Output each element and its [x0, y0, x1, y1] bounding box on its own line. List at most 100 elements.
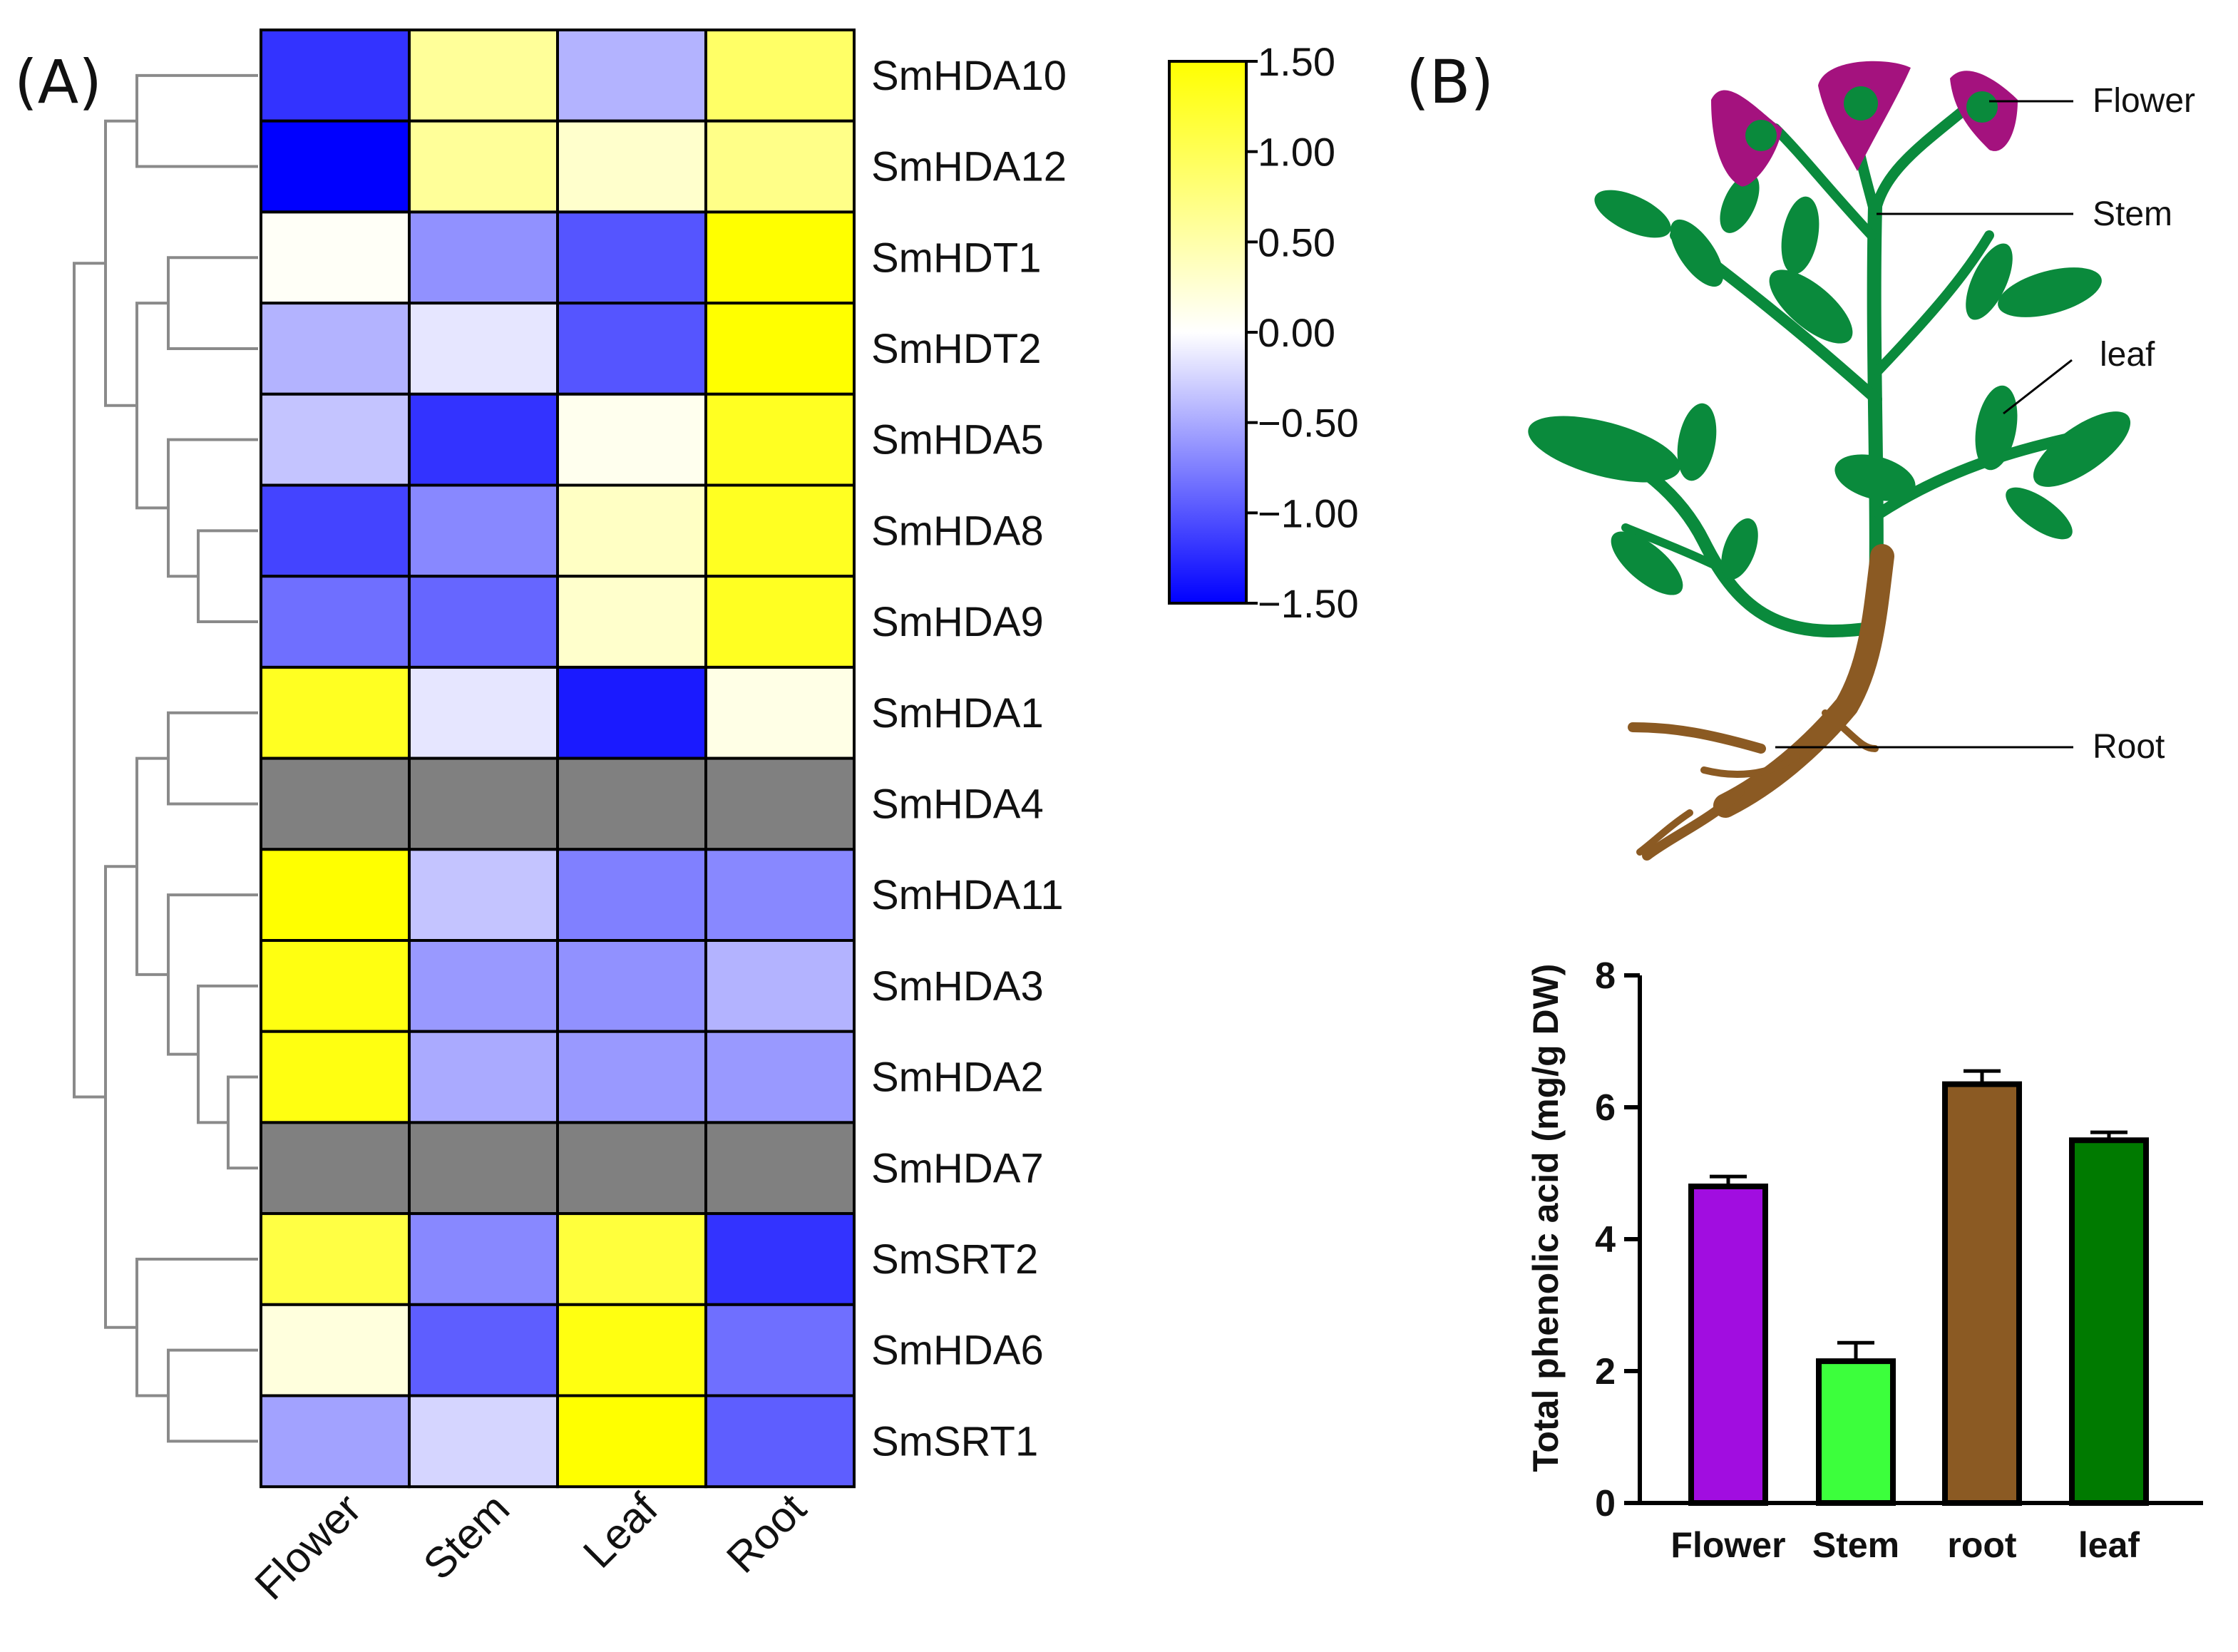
- panel-a-label: (A): [14, 47, 103, 117]
- heatmap-cell: [408, 119, 559, 214]
- heatmap-col-label: Root: [717, 1484, 815, 1582]
- heatmap-row-label: SmHDA5: [871, 417, 1044, 463]
- heatmap-cell: [556, 665, 707, 760]
- heatmap-cell: [408, 210, 559, 305]
- dendrogram-branch: [104, 119, 137, 407]
- heatmap-row-label: SmHDA6: [871, 1328, 1044, 1374]
- heatmap-cell: [704, 939, 856, 1033]
- heatmap-cell: [408, 1121, 559, 1216]
- heatmap-cell: [556, 483, 707, 578]
- heatmap-cell: [408, 1303, 559, 1397]
- heatmap-cell: [260, 1121, 411, 1216]
- heatmap-cell: [704, 575, 856, 669]
- heatmap-cell: [408, 756, 559, 851]
- panel-b-label: (B): [1406, 47, 1494, 117]
- plant-label-flower: Flower: [2093, 82, 2196, 120]
- heatmap-cell: [556, 119, 707, 214]
- dendrogram-branch: [167, 256, 258, 350]
- heatmap-row-label: SmHDA2: [871, 1055, 1044, 1101]
- heatmap-cell: [556, 848, 707, 943]
- heatmap-row-label: SmHDA7: [871, 1145, 1044, 1191]
- heatmap-cell: [260, 119, 411, 214]
- bar-y-tick-label: 2: [1595, 1351, 1616, 1392]
- heatmap-cell: [704, 392, 856, 487]
- heatmap-col-label: Flower: [246, 1484, 371, 1609]
- dendrogram-branch: [73, 262, 106, 1099]
- heatmap-cell: [408, 1212, 559, 1306]
- heatmap-cell: [260, 392, 411, 487]
- plant-label-root: Root: [2093, 728, 2165, 766]
- heatmap-cell: [408, 1030, 559, 1124]
- heatmap-cell: [260, 848, 411, 943]
- heatmap-cell: [704, 1030, 856, 1124]
- bar: [2069, 1137, 2149, 1506]
- colorbar-tick-label: −0.50: [1258, 401, 1359, 446]
- heatmap-row-label: SmHDT1: [871, 235, 1041, 281]
- dendrogram-branch: [167, 438, 258, 578]
- heatmap-panel: SmHDA10 SmHDA12 SmHDT1 SmHDT2 SmHDA5 SmHDA8 Sm…: [246, 29, 1067, 1609]
- heatmap-cell: [408, 392, 559, 487]
- heatmap-cell: [704, 848, 856, 943]
- bar-y-tick-label: 0: [1595, 1483, 1616, 1524]
- heatmap-cell: [556, 1303, 707, 1397]
- bar-chart-panel: 0 2 4 6 8 Total phenolic acid (mg/g DW) Flower…: [1526, 955, 2203, 1565]
- bar-x-tick-label: Flower: [1670, 1525, 1785, 1565]
- heatmap-row-label: SmHDA1: [871, 690, 1044, 737]
- heatmap-row-label: SmHDA9: [871, 599, 1044, 645]
- plant-flowers: [1711, 61, 2018, 187]
- heatmap-row-label: SmHDA8: [871, 508, 1044, 554]
- dendrogram-branch: [167, 1348, 258, 1443]
- plant-label-leaf: leaf: [2100, 336, 2155, 374]
- heatmap-cell: [408, 302, 559, 396]
- heatmap-cell: [260, 939, 411, 1033]
- plant-root: [1628, 544, 1894, 861]
- heatmap-cell: [704, 210, 856, 305]
- heatmap-cell: [556, 575, 707, 669]
- dendrogram-branch: [227, 1075, 258, 1170]
- dendrogram-branch: [135, 1257, 258, 1397]
- heatmap-cell: [260, 29, 411, 123]
- heatmap-cell: [704, 1303, 856, 1397]
- heatmap-cell: [260, 1303, 411, 1397]
- heatmap-cell: [704, 1212, 856, 1306]
- heatmap-cell: [408, 575, 559, 669]
- heatmap-cell: [556, 210, 707, 305]
- dendrogram-branch: [167, 893, 258, 1056]
- heatmap-cell: [556, 939, 707, 1033]
- heatmap-col-label: Stem: [414, 1484, 518, 1589]
- bar: [1816, 1358, 1896, 1506]
- colorbar-tick-label: 0.00: [1258, 310, 1335, 355]
- heatmap-cell: [260, 756, 411, 851]
- plant-leaves: [1528, 173, 2131, 595]
- heatmap-cell: [704, 119, 856, 214]
- heatmap-cell: [260, 1394, 411, 1489]
- bar: [1942, 1081, 2022, 1506]
- heatmap-row-label: SmSRT1: [871, 1418, 1038, 1464]
- heatmap-cell: [260, 483, 411, 578]
- heatmap-row-label: SmHDA4: [871, 781, 1044, 827]
- heatmap-cell: [260, 665, 411, 760]
- heatmap-cell: [260, 1030, 411, 1124]
- plant-label-stem: Stem: [2093, 195, 2173, 233]
- heatmap-row-label: SmHDA12: [871, 144, 1067, 190]
- plant-pointer-lines: [1775, 100, 2073, 749]
- dendrogram-branch: [167, 711, 258, 806]
- heatmap-row-label: SmSRT2: [871, 1236, 1038, 1283]
- bar-y-tick-label: 6: [1595, 1087, 1616, 1129]
- colorbar-tick-label: 1.00: [1258, 130, 1335, 175]
- heatmap-cell: [704, 29, 856, 123]
- plant-illustration: [1528, 61, 2131, 861]
- dendrogram-branch: [104, 865, 137, 1329]
- heatmap-cell: [556, 756, 707, 851]
- heatmap-cell: [556, 1121, 707, 1216]
- heatmap-cell: [556, 1030, 707, 1124]
- heatmap-cell: [704, 1394, 856, 1489]
- heatmap-cell: [260, 1212, 411, 1306]
- heatmap-cell: [704, 302, 856, 396]
- heatmap-cell: [556, 1394, 707, 1489]
- heatmap-cell: [408, 665, 559, 760]
- heatmap-cell: [704, 665, 856, 760]
- bar-x-tick-label: Stem: [1812, 1525, 1899, 1565]
- colorbar-tick-label: 1.50: [1258, 39, 1335, 84]
- heatmap-row-label: SmHDA3: [871, 963, 1044, 1010]
